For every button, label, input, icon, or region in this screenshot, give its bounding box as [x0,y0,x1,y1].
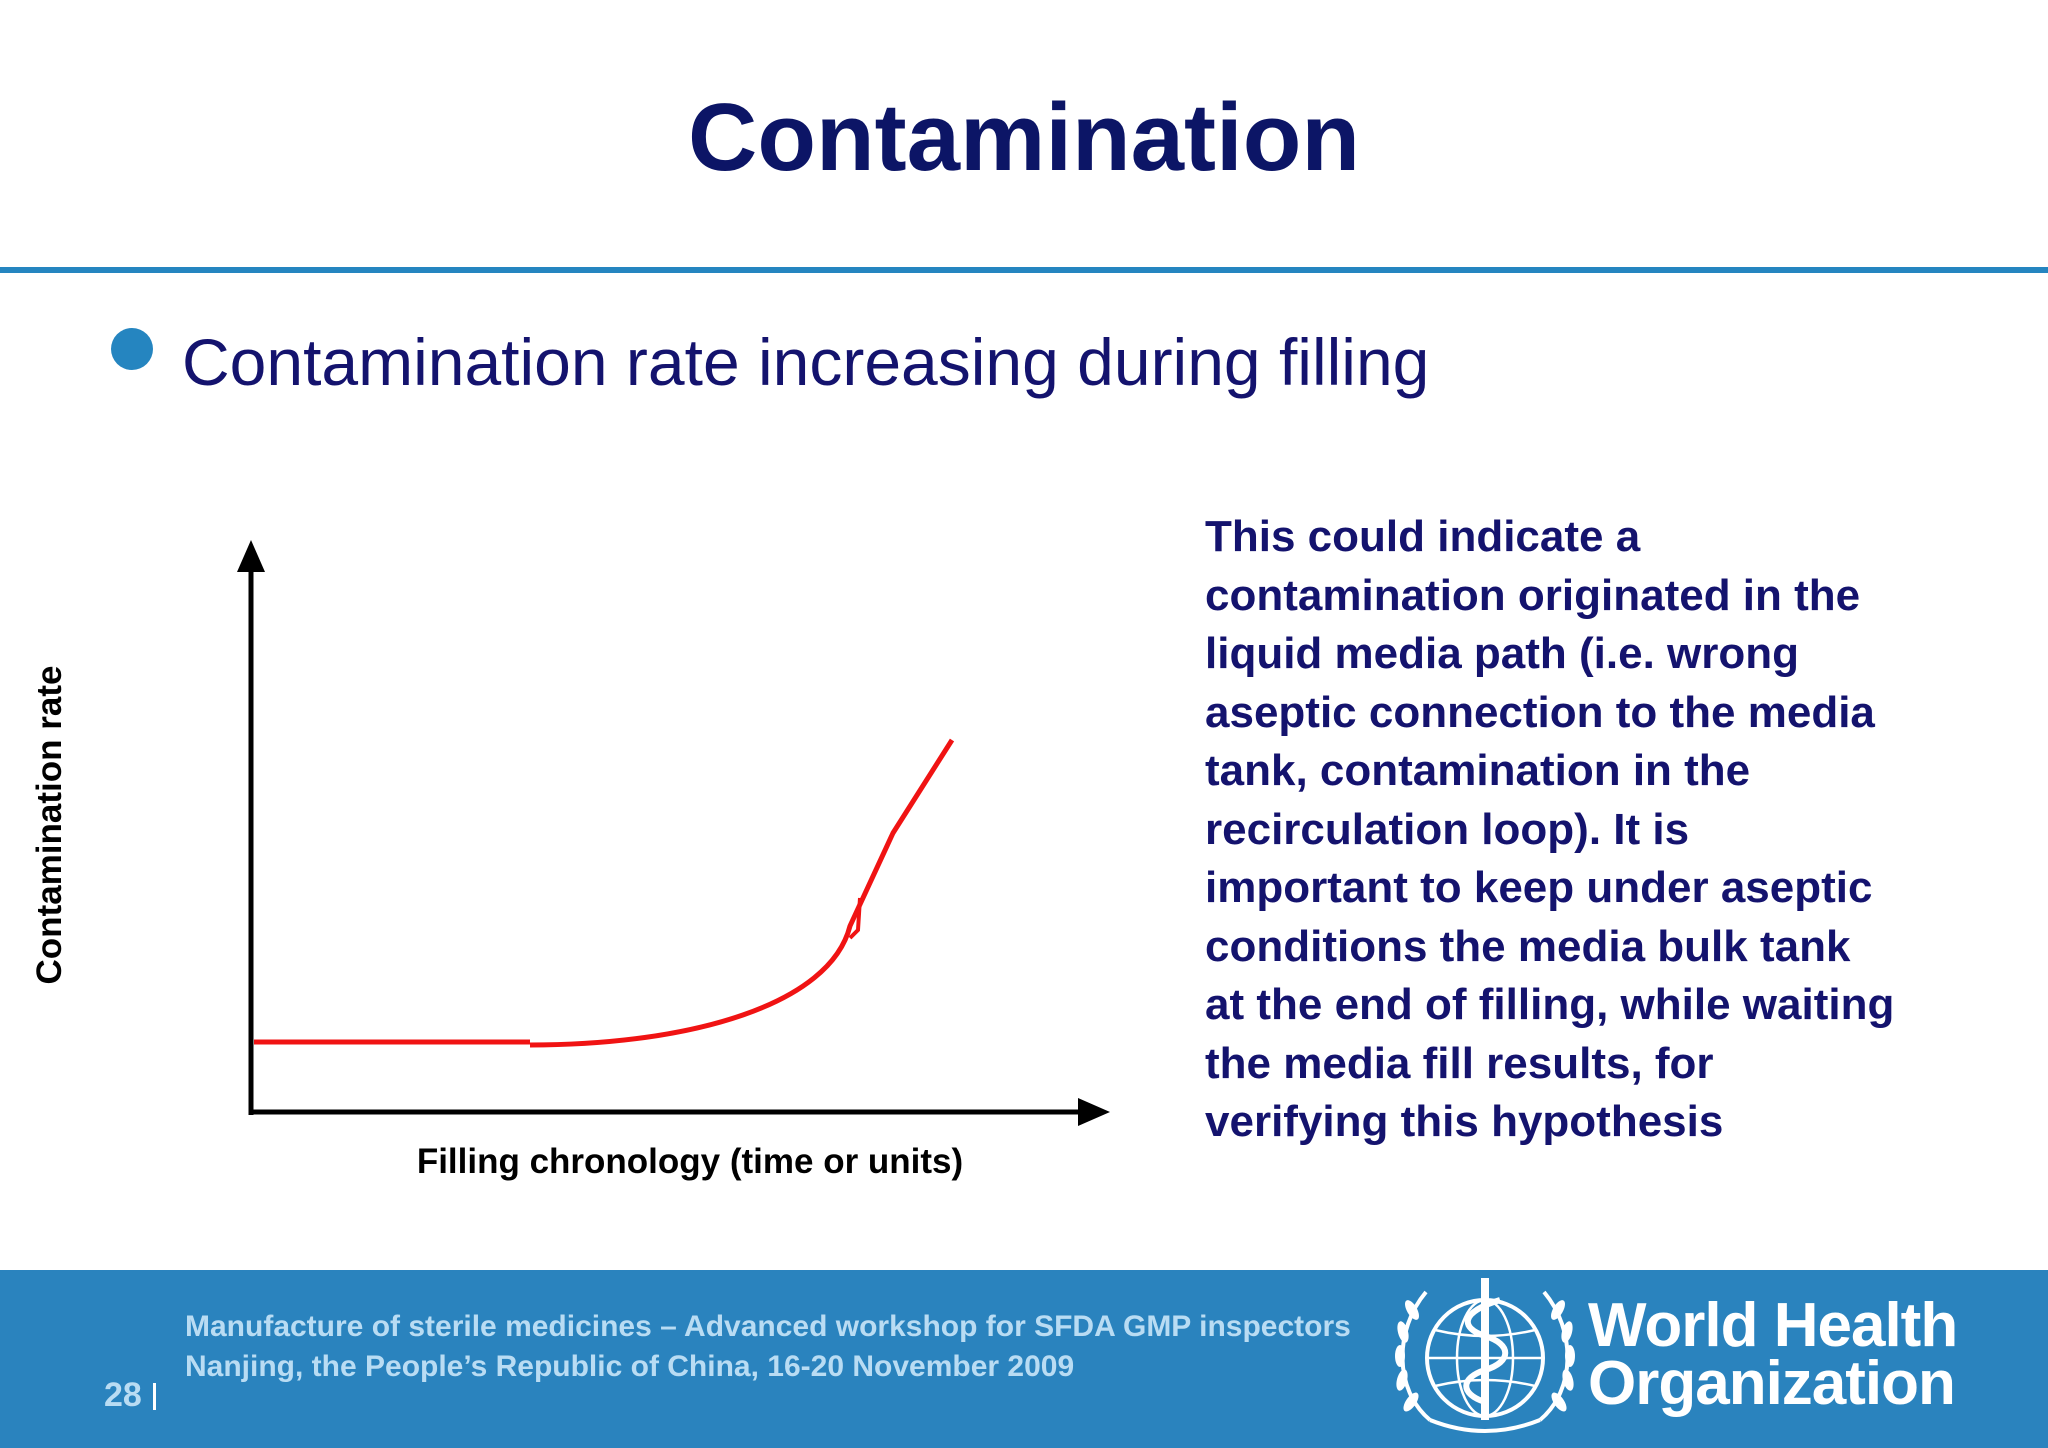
y-axis-label: Contamination rate [30,665,69,985]
footer-bar: Manufacture of sterile medicines – Advan… [0,1270,2048,1448]
explanation-line: This could indicate a [1205,512,1641,561]
bullet-dot-icon [111,328,153,370]
explanation-line: aseptic connection to the media [1205,687,1875,737]
title-divider [0,267,2048,273]
slide-title: Contamination [688,84,1360,191]
y-axis-arrowhead [237,540,265,572]
explanation-line: conditions the media bulk tank [1205,921,1851,971]
x-axis-label: Filling chronology (time or units) [416,1142,964,1181]
explanation-line: verifying this hypothesis [1205,1097,1724,1146]
explanation-line: important to keep under aseptic [1205,863,1873,912]
page-number: 28 [104,1376,142,1414]
explanation-line: at the end of filling, while waiting [1205,980,1895,1029]
footer-event-location: Nanjing, the People’s Republic of China,… [185,1350,1075,1383]
explanation-text: This could indicate a contamination orig… [1205,508,2005,1152]
explanation-line: liquid media path (i.e. wrong [1205,629,1800,678]
page-number-separator [153,1383,156,1410]
explanation-line: contamination originated in the [1205,570,1861,620]
contamination-diagram [237,540,1110,1126]
curve-kink-mark [848,897,862,940]
rising-curve [529,738,955,1048]
who-name-line-1: World Health [1588,1291,1958,1360]
explanation-line: tank, contamination in the [1205,746,1751,795]
x-axis-arrowhead [1078,1098,1110,1126]
explanation-line: recirculation loop). It is [1205,804,1690,854]
footer-event-title: Manufacture of sterile medicines – Advan… [185,1310,1351,1343]
explanation-line: the media fill results, for [1205,1038,1714,1088]
bullet-text: Contamination rate increasing during fil… [182,325,1430,399]
who-name-line-2: Organization [1588,1349,1956,1418]
who-emblem-icon [1395,1278,1575,1433]
